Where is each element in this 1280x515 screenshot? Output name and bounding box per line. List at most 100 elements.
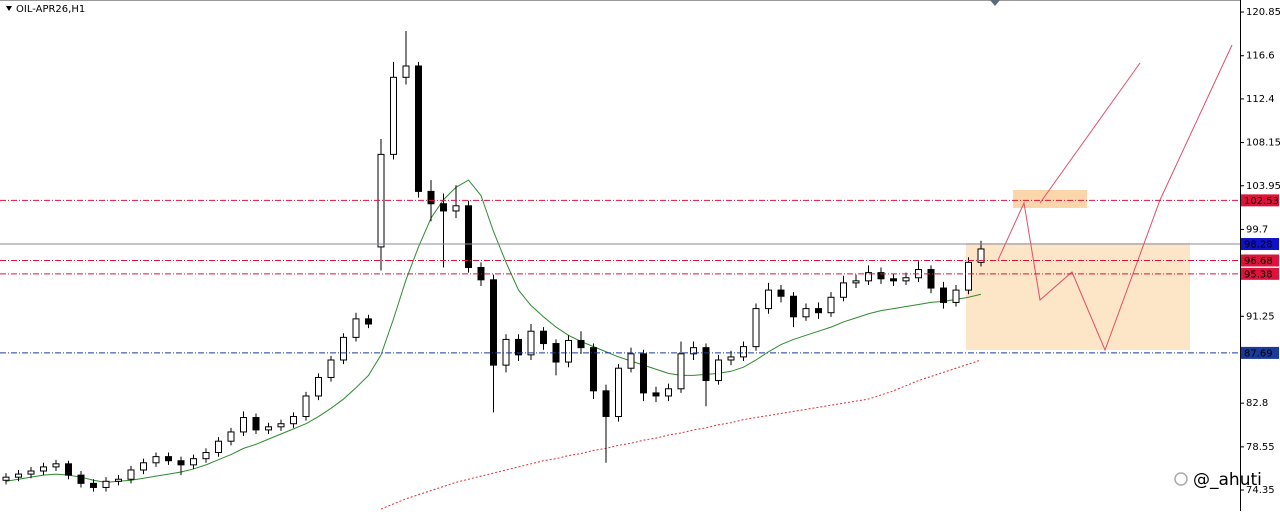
candle-body xyxy=(965,261,972,291)
price-level-label: 96.68 xyxy=(1244,256,1273,267)
candle-body xyxy=(40,466,47,472)
candle-body xyxy=(415,65,422,192)
candle-body xyxy=(402,65,410,78)
price-level-label-bg xyxy=(1241,267,1279,280)
candle-body xyxy=(240,417,247,433)
candle-body xyxy=(740,346,747,358)
candle-body xyxy=(615,367,622,418)
candle-body xyxy=(290,416,297,425)
candle-body xyxy=(90,482,97,488)
candle-body xyxy=(927,269,935,289)
zone-box xyxy=(1013,190,1087,208)
candle-body xyxy=(815,308,822,314)
candle-body xyxy=(202,452,210,460)
candle-body xyxy=(940,287,947,303)
candle-body xyxy=(52,463,60,468)
candle-body xyxy=(115,478,122,482)
symbol-menu-icon xyxy=(6,6,12,11)
y-tick-label: 99.7 xyxy=(1246,224,1268,235)
candle-body xyxy=(677,353,685,390)
price-level-label-bg xyxy=(1241,254,1279,267)
candle-body xyxy=(102,480,110,488)
candle-body xyxy=(690,347,697,355)
candle-body xyxy=(2,476,10,481)
candle-body xyxy=(190,458,197,466)
candle-body xyxy=(540,330,547,345)
candle-body xyxy=(490,279,497,366)
price-level-label-bg xyxy=(1241,238,1279,251)
candle-body xyxy=(765,289,772,310)
candle-body xyxy=(952,289,960,303)
candle-body xyxy=(177,460,185,466)
candle-body xyxy=(702,347,710,382)
candle-body xyxy=(215,440,222,454)
y-tick-label: 74.35 xyxy=(1246,485,1275,496)
candle-body xyxy=(427,190,435,205)
candle-body xyxy=(365,318,372,325)
candle-body xyxy=(590,347,597,392)
candle-body xyxy=(77,474,85,484)
candle-body xyxy=(827,296,835,314)
price-level-label: 102.53 xyxy=(1244,196,1279,207)
price-level-label-bg xyxy=(1241,194,1279,207)
candle-body xyxy=(627,353,635,369)
y-tick-label: 103.95 xyxy=(1246,181,1280,192)
candle-body xyxy=(977,248,985,263)
candle-body xyxy=(127,469,135,480)
plot-area xyxy=(2,31,985,510)
candle-body xyxy=(452,205,460,212)
marker xyxy=(990,0,1000,6)
price-level-label-bg xyxy=(1241,346,1279,359)
candle-body xyxy=(865,272,872,282)
watermark-icon xyxy=(1174,472,1188,486)
y-tick-label: 112.4 xyxy=(1246,94,1275,105)
candle-body xyxy=(465,205,472,268)
candle-body xyxy=(640,353,647,394)
y-tick-label: 91.25 xyxy=(1246,311,1275,322)
candle-body xyxy=(27,470,35,475)
candle-body xyxy=(727,356,735,361)
candle-body xyxy=(277,423,285,428)
candle-body xyxy=(715,359,722,382)
candle-body xyxy=(790,295,797,318)
candle-body xyxy=(752,308,760,348)
candle-body xyxy=(502,338,510,366)
moving-average xyxy=(5,179,982,483)
y-tick-label: 108.15 xyxy=(1246,138,1280,149)
chart-title: OIL-APR26,H1 xyxy=(16,4,85,15)
candle-body xyxy=(802,308,810,318)
candle-body xyxy=(165,456,172,462)
candle-body xyxy=(315,376,322,397)
candle-body xyxy=(902,277,910,282)
y-tick-label: 78.55 xyxy=(1246,442,1275,453)
candle-body xyxy=(890,278,897,282)
candle-body xyxy=(15,473,22,478)
candle-body xyxy=(252,417,260,431)
candle-body xyxy=(577,339,585,349)
price-level-label: 98.28 xyxy=(1244,240,1273,251)
candle-body xyxy=(852,280,860,284)
candle-body xyxy=(390,76,397,155)
candle-body xyxy=(227,431,235,442)
candle-body xyxy=(140,462,147,471)
candle-body xyxy=(840,282,847,298)
candle-body xyxy=(877,272,885,280)
candle-body xyxy=(302,395,310,418)
moving-average xyxy=(380,359,982,510)
projection-line xyxy=(1039,62,1141,204)
candle-body xyxy=(665,388,672,397)
candle-body xyxy=(265,426,272,431)
candle-body xyxy=(65,463,72,476)
candle-body xyxy=(602,390,610,418)
candle-body xyxy=(440,203,447,212)
y-tick-label: 82.8 xyxy=(1246,398,1268,409)
candle-body xyxy=(515,338,522,356)
watermark: @_ahuti xyxy=(1193,470,1262,490)
candle-body xyxy=(340,336,347,361)
y-tick-label: 120.85 xyxy=(1246,7,1280,18)
price-level-label: 87.69 xyxy=(1244,348,1273,359)
candle-body xyxy=(565,339,572,363)
y-tick-label: 116.6 xyxy=(1246,51,1275,62)
